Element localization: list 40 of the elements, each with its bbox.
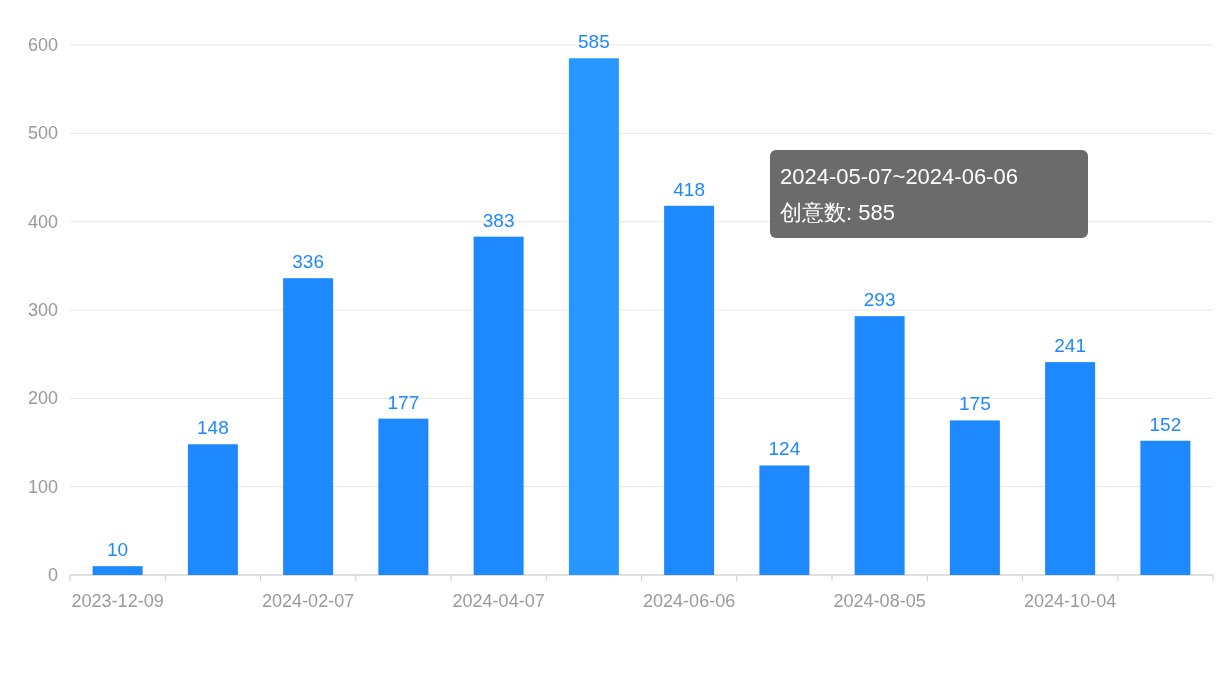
data-label: 293	[863, 289, 896, 311]
bar	[283, 278, 334, 575]
y-tick-label: 300	[27, 300, 58, 320]
y-tick-label: 600	[27, 35, 58, 55]
y-tick-label: 200	[27, 388, 58, 409]
data-label: 383	[482, 209, 515, 231]
x-tick-label: 2024-10-04	[1024, 591, 1117, 611]
annotation: 创意数: 585	[780, 200, 895, 225]
x-tick-label: 2024-06-06	[643, 591, 736, 611]
data-label: 10	[107, 539, 129, 561]
bar	[1045, 362, 1096, 575]
y-tick-label: 0	[47, 565, 58, 585]
bar	[664, 205, 715, 575]
x-tick-label: 2024-08-05	[833, 591, 926, 611]
data-label: 177	[387, 391, 420, 413]
data-label: 152	[1149, 413, 1182, 435]
bar	[949, 420, 1000, 575]
bar	[473, 236, 524, 575]
tooltip: 2024-05-07~2024-06-06 创意数: 585	[770, 150, 1088, 238]
y-tick-label: 400	[27, 211, 58, 232]
bar	[854, 316, 905, 575]
x-tick-label: 2023-12-09	[71, 591, 164, 611]
data-label: 418	[673, 178, 705, 200]
x-tick-label: 2024-02-07	[262, 591, 355, 611]
data-label: 124	[768, 438, 801, 460]
x-tick-label: 2024-04-07	[452, 591, 545, 611]
bar	[568, 58, 619, 575]
bar	[187, 444, 238, 575]
data-label: 148	[197, 417, 229, 439]
bar	[378, 418, 429, 575]
bar	[92, 566, 143, 575]
data-label: 241	[1054, 335, 1086, 357]
y-tick-label: 500	[27, 123, 58, 144]
bar	[759, 465, 810, 575]
data-label: 336	[292, 251, 324, 273]
data-label: 585	[578, 31, 610, 53]
data-label: 175	[959, 393, 991, 415]
annotation: 2024-05-07~2024-06-06	[780, 164, 1018, 189]
bar	[1140, 440, 1191, 575]
y-tick-label: 100	[27, 476, 58, 497]
